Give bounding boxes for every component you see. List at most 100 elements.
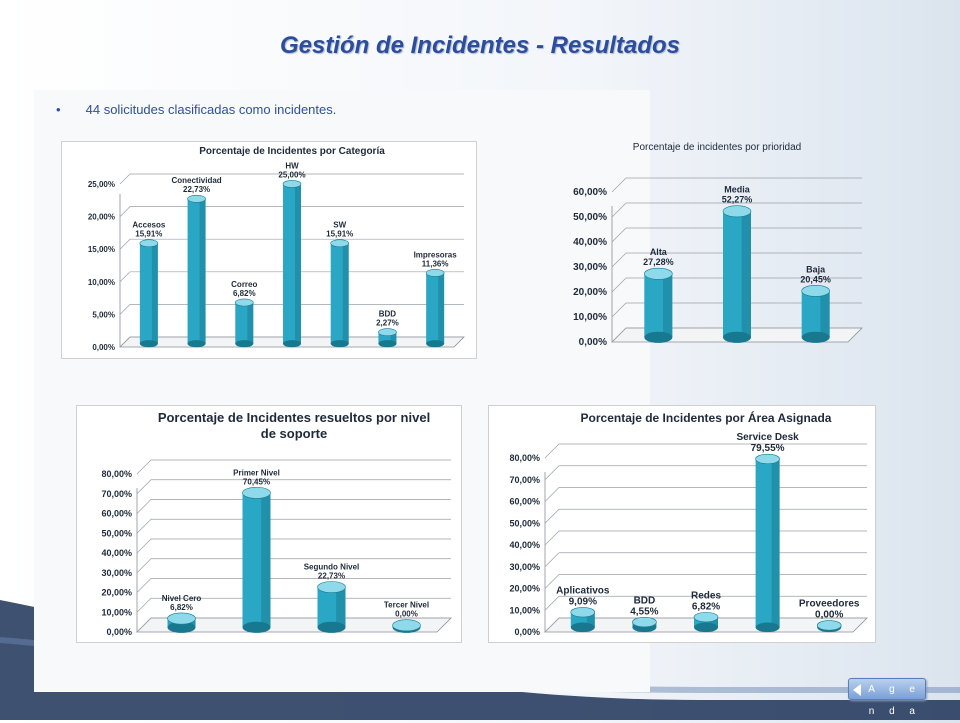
value-label: 52,27% — [722, 195, 753, 205]
chart-category: Porcentaje de Incidentes por Categoría 0,… — [61, 141, 477, 359]
gridline — [544, 443, 867, 459]
category-label: BDD — [379, 310, 397, 319]
bar-cap — [755, 453, 780, 465]
gridline — [611, 202, 862, 218]
bar-cap — [330, 239, 350, 248]
bullet-dot: • — [56, 102, 61, 117]
bar-base — [570, 622, 595, 633]
bar-cap — [722, 205, 752, 218]
bar-cap — [282, 180, 302, 188]
bar-nivel-cero — [167, 612, 196, 633]
bar-shade — [771, 458, 780, 628]
y-tick-label: 70,00% — [509, 475, 540, 485]
bar-body — [426, 272, 445, 344]
bar-shade — [710, 617, 718, 628]
category-label: Proveedores — [799, 599, 860, 610]
bar-base — [235, 340, 254, 348]
y-tick-label: 0,00% — [579, 337, 607, 348]
bar-cap — [801, 284, 830, 297]
agenda-button[interactable]: A g e n d a — [848, 678, 926, 717]
category-label: Baja — [806, 264, 826, 274]
category-label: Media — [724, 185, 751, 195]
gridline — [119, 271, 464, 283]
value-label: 2,27% — [376, 319, 399, 328]
bar-body — [378, 332, 397, 344]
value-label: 6,82% — [692, 601, 720, 612]
gridline — [544, 487, 867, 502]
bar-sw — [330, 239, 350, 348]
bar-cap — [139, 239, 159, 248]
bar-bdd — [632, 617, 657, 633]
bar-cap — [425, 269, 445, 277]
value-label: 0,00% — [395, 610, 418, 619]
bar-body — [723, 211, 751, 338]
bar-shade — [336, 587, 346, 628]
chart-area: Porcentaje de Incidentes por Área Asigna… — [488, 405, 876, 643]
value-label: 20,45% — [800, 274, 831, 284]
gridline — [611, 252, 862, 268]
bar-body — [801, 290, 830, 338]
y-tick-label: 10,00% — [101, 607, 132, 617]
chart-title: Porcentaje de Incidentes por Área Asigna… — [581, 410, 832, 425]
value-label: 15,91% — [135, 230, 162, 239]
bar-conectividad — [187, 194, 206, 348]
gridline — [119, 206, 464, 217]
value-label: 4,55% — [630, 606, 658, 617]
gridline — [136, 499, 451, 514]
y-tick-label: 40,00% — [101, 548, 132, 558]
bar-shade — [151, 243, 158, 344]
gridline — [136, 617, 451, 633]
category-label: HW — [285, 161, 299, 170]
category-label: Primer Nivel — [233, 468, 280, 477]
bar-cap — [693, 612, 719, 623]
category-label: Accesos — [132, 221, 165, 230]
category-label: Conectividad — [171, 176, 221, 185]
category-label: Correo — [231, 280, 257, 289]
bar-base — [167, 621, 196, 633]
value-label: 22,73% — [183, 185, 210, 194]
bar-base — [426, 340, 445, 348]
bar-base — [644, 331, 673, 343]
gridline — [119, 173, 464, 185]
chart-area-svg: Porcentaje de Incidentes por Área Asigna… — [509, 410, 868, 637]
chart-title: Porcentaje de Incidentes resueltos por n… — [158, 410, 430, 425]
y-tick-label: 50,00% — [509, 518, 540, 528]
bullet-item: • 44 solicitudes clasificadas como incid… — [56, 102, 336, 117]
y-tick-label: 10,00% — [573, 312, 607, 323]
value-label: 15,91% — [326, 230, 353, 239]
slide-title: Gestión de Incidentes - Resultados — [279, 32, 681, 59]
gridline — [119, 304, 464, 315]
bar-base — [694, 622, 718, 633]
bar-shade — [342, 243, 349, 344]
bar-correo — [234, 298, 254, 348]
y-tick-label: 70,00% — [101, 489, 132, 499]
bar-body — [330, 243, 349, 344]
category-label: BDD — [634, 595, 656, 606]
gridline — [136, 578, 451, 593]
bar-proveedores — [816, 620, 842, 633]
gridline — [136, 538, 451, 554]
y-tick-label: 10,00% — [509, 605, 540, 615]
bar-tercer-nivel — [392, 619, 421, 633]
y-tick-label: 50,00% — [101, 528, 132, 538]
bar-cap — [644, 267, 673, 280]
y-tick-label: 60,00% — [509, 497, 540, 507]
gridline — [119, 336, 464, 348]
category-label: Tercer Nivel — [384, 601, 429, 610]
bar-body — [235, 302, 254, 344]
chart-support-level: Porcentaje de Incidentes resueltos por n… — [76, 405, 462, 643]
category-label: Redes — [691, 590, 721, 601]
y-tick-label: 15,00% — [88, 245, 115, 254]
bar-accesos — [139, 239, 159, 348]
bar-shade — [663, 273, 673, 338]
category-label: Nivel Cero — [162, 594, 202, 603]
bar-base — [755, 622, 780, 633]
gridline — [611, 327, 862, 343]
value-label: 0,00% — [815, 610, 843, 621]
y-tick-label: 30,00% — [573, 262, 607, 273]
category-label: Aplicativos — [556, 585, 610, 596]
bar-cap — [392, 619, 421, 632]
bar-cap — [242, 486, 271, 499]
bar-cap — [816, 620, 842, 631]
bar-body — [139, 243, 158, 344]
